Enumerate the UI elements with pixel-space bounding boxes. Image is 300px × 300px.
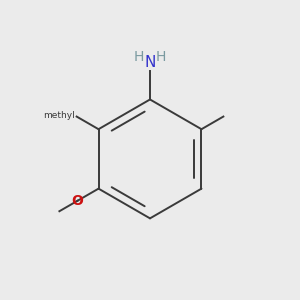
Text: O: O — [71, 194, 83, 208]
Text: H: H — [156, 50, 166, 64]
Text: H: H — [134, 50, 144, 64]
Text: N: N — [144, 55, 156, 70]
Text: methyl: methyl — [44, 111, 75, 120]
